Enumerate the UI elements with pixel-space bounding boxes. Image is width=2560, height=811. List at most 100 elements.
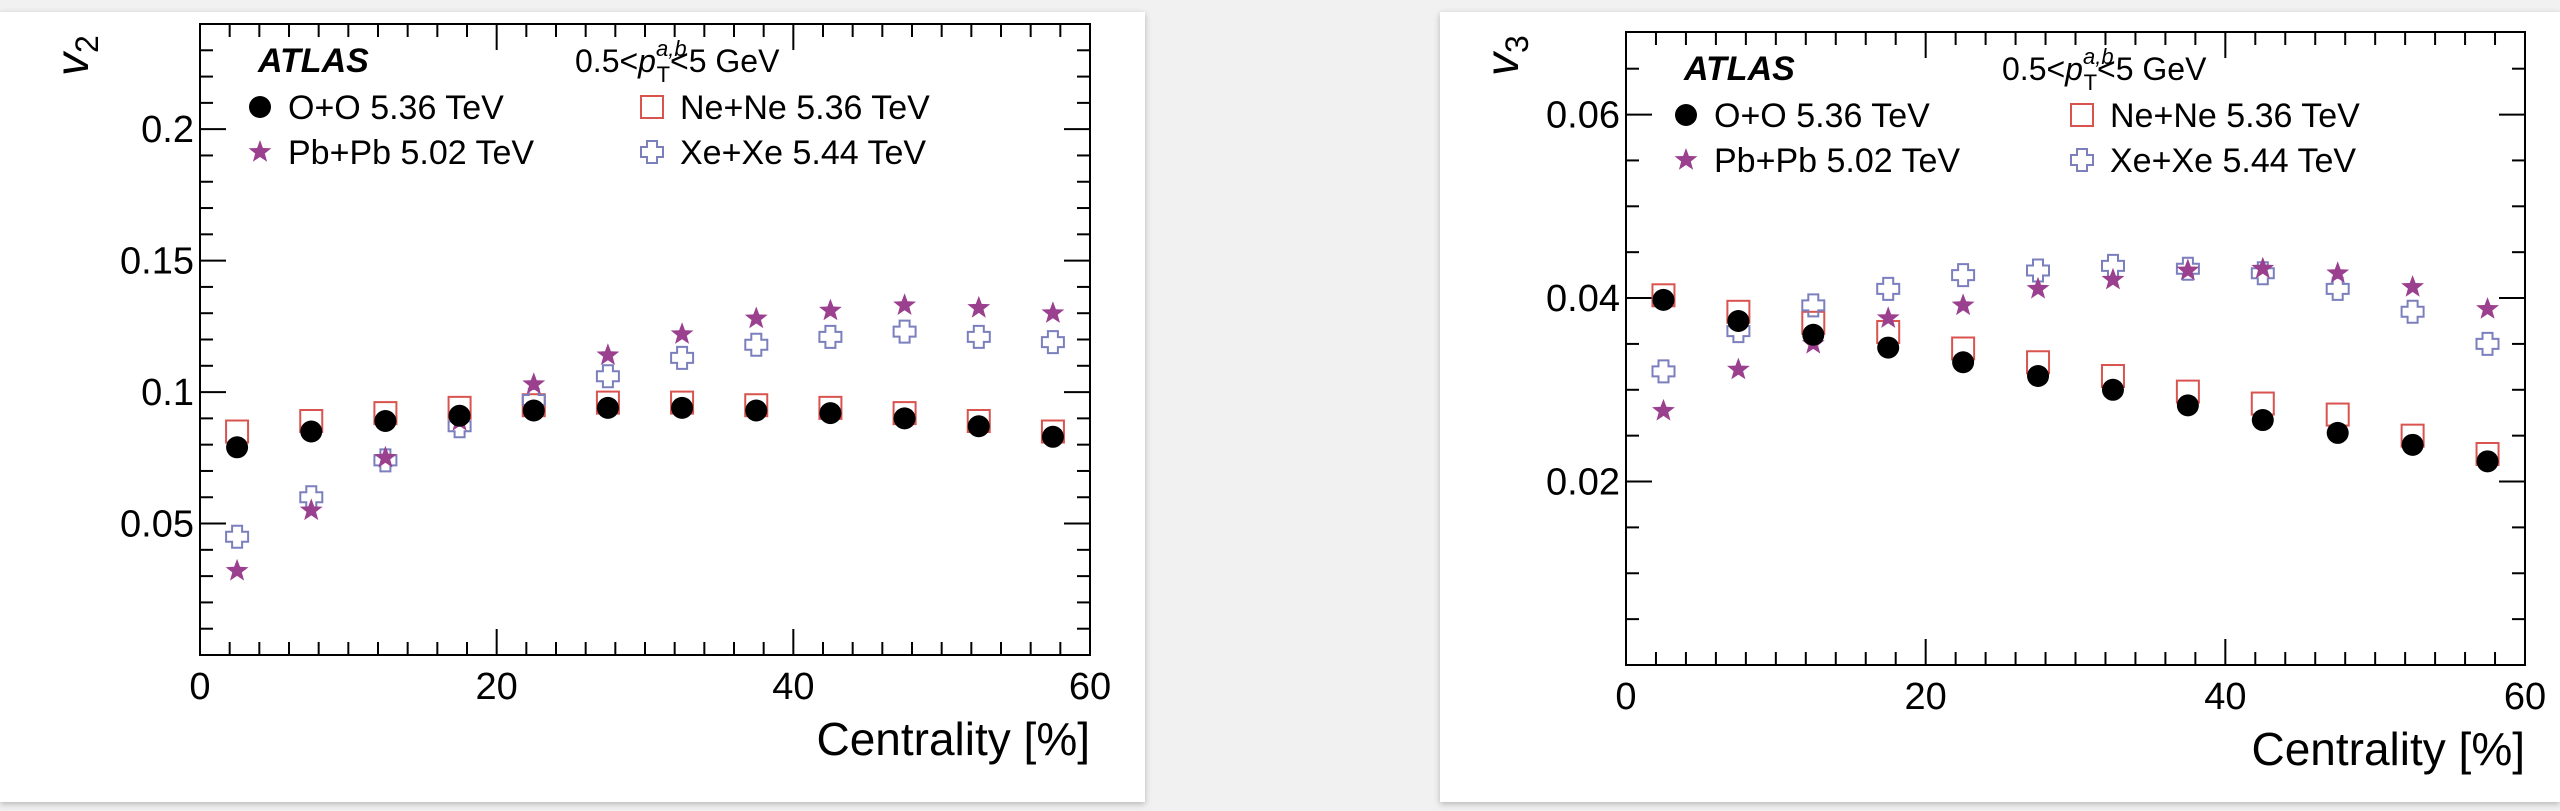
data-point — [670, 345, 695, 370]
atlas-label: ATLAS — [1683, 50, 1795, 88]
data-point — [1651, 359, 1676, 384]
legend-marker — [248, 140, 272, 162]
data-point — [966, 324, 991, 349]
data-point — [374, 410, 397, 433]
y-tick-label: 0.15 — [120, 241, 194, 283]
data-point — [819, 298, 842, 321]
data-point — [1952, 351, 1975, 374]
data-point — [745, 399, 768, 422]
x-axis-label: Centrality [%] — [816, 713, 1090, 765]
data-point — [2176, 258, 2200, 281]
y-tick-label: 0.04 — [1546, 278, 1620, 320]
data-point — [1652, 288, 1675, 311]
legend-marker — [640, 95, 664, 119]
data-point — [522, 399, 545, 422]
x-tick-label: 20 — [476, 666, 518, 708]
data-point — [596, 343, 620, 365]
v2-chart: 0 20 40 60 0.05 0.1 0.15 0.2 Centrality [%] v2 ATL… — [46, 23, 1111, 765]
data-point — [818, 324, 843, 349]
data-point — [299, 498, 323, 521]
legend-marker — [640, 140, 664, 164]
v3-chart-panel: 0 20 40 60 0.02 0.04 0.06 Centrality [%] v3 ATLAS… — [1440, 12, 2560, 802]
data-point — [448, 404, 471, 427]
data-point — [892, 319, 917, 344]
x-tick-label: 40 — [772, 666, 814, 708]
data-point — [1727, 357, 1750, 380]
y-tick-label: 0.1 — [141, 372, 194, 414]
v2-chart-panel: 0 20 40 60 0.05 0.1 0.15 0.2 Centrality [%] v2 ATL… — [0, 12, 1145, 802]
legend-label: Ne+Ne 5.36 TeV — [2110, 97, 2360, 135]
data-point — [2101, 378, 2124, 401]
series-star-points — [1652, 256, 2499, 421]
data-point — [967, 415, 990, 438]
data-point — [2026, 258, 2050, 283]
legend-label: Ne+Ne 5.36 TeV — [680, 89, 930, 127]
data-point — [1802, 323, 1825, 346]
data-point — [819, 402, 842, 425]
data-point — [744, 306, 768, 329]
data-point — [2326, 261, 2350, 283]
data-point — [1041, 425, 1064, 448]
data-point — [2251, 409, 2274, 432]
legend-marker — [2070, 103, 2094, 127]
legend-label: Pb+Pb 5.02 TeV — [1714, 142, 1960, 180]
x-tick-label: 20 — [1905, 676, 1947, 718]
data-point — [967, 295, 991, 318]
data-point — [2175, 256, 2200, 281]
y-tick-label: 0.2 — [141, 109, 194, 151]
data-point — [2475, 331, 2500, 356]
data-point — [2400, 299, 2425, 324]
data-point — [2401, 433, 2424, 456]
data-point — [1041, 301, 1065, 323]
data-point — [225, 524, 250, 549]
data-point — [893, 407, 916, 430]
kinematic-cut-label: 0.5<pa,b T<5 GeV — [2002, 44, 2207, 95]
legend-label: O+O 5.36 TeV — [1714, 97, 1930, 135]
legend-label: O+O 5.36 TeV — [288, 89, 504, 127]
data-point — [1951, 293, 1975, 316]
atlas-label: ATLAS — [257, 42, 369, 80]
data-point — [1040, 330, 1065, 355]
data-point — [1876, 306, 1900, 328]
legend-marker — [2070, 148, 2094, 172]
data-point — [595, 364, 620, 389]
x-tick-label: 60 — [2504, 676, 2546, 718]
y-tick-label: 0.06 — [1546, 95, 1620, 137]
series-cross-points — [225, 319, 1065, 549]
y-tick-label: 0.05 — [120, 504, 194, 546]
data-point — [744, 332, 769, 357]
x-axis-label: Centrality [%] — [2251, 723, 2525, 775]
series-square-points — [225, 390, 1065, 444]
data-point — [225, 558, 249, 581]
data-point — [1951, 263, 1976, 288]
series-circle-points — [1652, 288, 2499, 473]
data-point — [522, 372, 546, 394]
data-point — [1877, 336, 1900, 359]
data-point — [300, 420, 323, 443]
data-point — [2401, 275, 2424, 297]
data-point — [374, 445, 397, 468]
x-tick-label: 60 — [1069, 666, 1111, 708]
x-tick-label: 0 — [189, 666, 210, 708]
data-point — [2325, 276, 2350, 301]
legend-label: Xe+Xe 5.44 TeV — [2110, 142, 2356, 180]
data-point — [2176, 394, 2199, 417]
data-point — [1727, 309, 1750, 332]
legend-label: Pb+Pb 5.02 TeV — [288, 134, 534, 172]
series-cross-points — [1651, 253, 2500, 384]
y-tick-label: 0.02 — [1546, 462, 1620, 504]
series-square-points — [1651, 283, 2500, 466]
x-tick-label: 0 — [1615, 676, 1636, 718]
data-point — [1876, 276, 1901, 301]
legend-marker — [1675, 104, 1697, 126]
data-point — [670, 322, 694, 344]
kinematic-cut-label: 0.5<pa,b T<5 GeV — [575, 36, 780, 87]
data-point — [596, 396, 619, 419]
data-point — [2101, 267, 2125, 290]
legend-marker — [249, 96, 271, 118]
data-point — [893, 293, 916, 315]
y-axis-label: v3 — [1476, 35, 1535, 76]
data-point — [2251, 256, 2275, 279]
data-point — [671, 396, 694, 419]
series-circle-points — [226, 396, 1064, 459]
